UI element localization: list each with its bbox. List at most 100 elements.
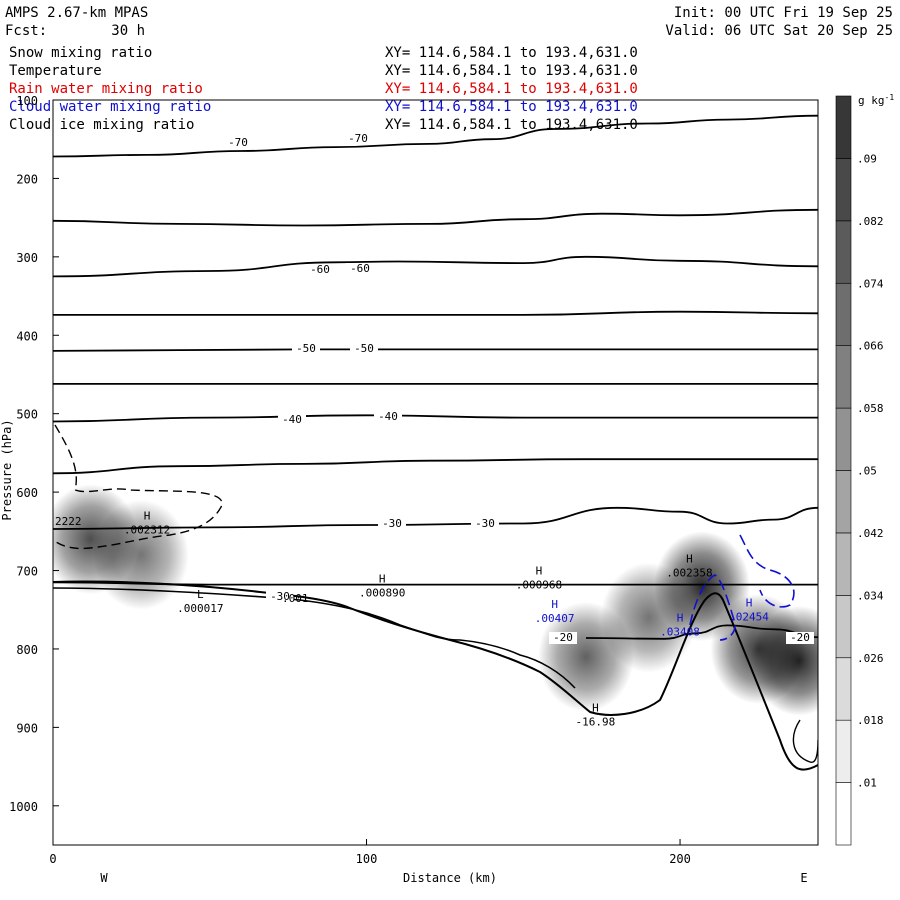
extremum-symbol: H: [551, 598, 558, 611]
model-title: AMPS 2.67-km MPAS: [5, 5, 148, 21]
temperature-contours: [53, 114, 818, 640]
colorbar-segment: [835, 345, 852, 409]
cloud-water-contour: [689, 534, 795, 641]
contour-value-labels: -70 -70 -60 -60 -50 -50 -40 -40 -30 -30 -30 -20 -20: [224, 132, 814, 644]
contour-label: -20: [790, 631, 810, 644]
colorbar-unit: g kg-1: [858, 93, 894, 107]
extremum-symbol: L: [197, 588, 204, 601]
y-tick-label: 100: [16, 94, 38, 108]
y-tick-label: 200: [16, 172, 38, 186]
extremum-value: .000017: [177, 602, 223, 615]
temperature-contour: [53, 414, 818, 423]
contour-label: -60: [350, 262, 370, 275]
colorbar-level-label: .018: [857, 714, 884, 727]
y-tick-label: 900: [16, 721, 38, 735]
x-axis-label: Distance (km): [403, 871, 497, 885]
x-end-label-west: W: [100, 871, 108, 885]
field-xy: XY= 114.6,584.1 to 193.4,631.0: [385, 45, 638, 61]
y-axis: 100 200 300 400 500 600 700 800 900 1000: [9, 94, 59, 814]
colorbar-segment: [835, 782, 852, 846]
colorbar-level-label: .058: [857, 402, 884, 415]
extra-label-001: .001: [282, 592, 309, 605]
mixing-ratio-shading: [53, 484, 818, 716]
contour-label-bg: [224, 137, 252, 149]
contour-label-bg: [346, 263, 374, 275]
colorbar-level-label: .082: [857, 215, 884, 228]
y-tick-label: 800: [16, 643, 38, 657]
temperature-contour: [53, 114, 818, 158]
colorbar: .01 .018 .026 .034 .042 .05 .058 .066 .074 .082 .0…: [835, 95, 884, 846]
extremum-symbol: H: [592, 702, 599, 715]
extremum-symbol: H: [536, 564, 543, 577]
colorbar-segment: [835, 220, 852, 284]
colorbar-segment: [835, 158, 852, 222]
colorbar-level-label: .074: [857, 277, 884, 290]
field-name: Cloud water mixing ratio: [9, 99, 211, 115]
init-time: Init: 00 UTC Fri 19 Sep 25: [674, 5, 893, 21]
contour-label: -30: [270, 590, 290, 603]
forecast-label: Fcst:: [5, 23, 47, 39]
contour-label-bg: [471, 518, 499, 530]
extremum-value: .002358: [666, 567, 712, 580]
y-tick-label: 600: [16, 486, 38, 500]
x-tick-label: 200: [669, 852, 691, 866]
field-name: Snow mixing ratio: [9, 45, 152, 61]
extremum-value: -16.98: [576, 716, 616, 729]
extremum-value: .00407: [535, 612, 575, 625]
contour-label: -70: [348, 132, 368, 145]
colorbar-level-label: .042: [857, 527, 884, 540]
extremum-symbol: H: [677, 612, 684, 625]
extremum-value: .002312: [124, 524, 170, 537]
colorbar-segment: [835, 532, 852, 596]
field-name: Cloud ice mixing ratio: [9, 117, 194, 133]
valid-time: Valid: 06 UTC Sat 20 Sep 25: [665, 23, 893, 39]
contour-label-bg: [278, 414, 306, 426]
temperature-contour: [53, 310, 818, 316]
contour-label: -50: [354, 342, 374, 355]
field-xy: XY= 114.6,584.1 to 193.4,631.0: [385, 99, 638, 115]
extrema-labels: H.002312L.000017H.000890H.000968H.002358…: [124, 510, 769, 729]
x-end-label-east: E: [800, 871, 807, 885]
colorbar-segment: [835, 407, 852, 471]
colorbar-level-label: .01: [857, 777, 877, 790]
temperature-contour: [53, 458, 818, 475]
temperature-contour: [585, 624, 818, 640]
colorbar-level-label: .026: [857, 652, 884, 665]
colorbar-level-label: .09: [857, 152, 877, 165]
y-axis-label: Pressure (hPa): [0, 419, 14, 520]
field-xy: XY= 114.6,584.1 to 193.4,631.0: [385, 81, 638, 97]
contour-label: -30: [475, 517, 495, 530]
contour-label-bg: [306, 264, 334, 276]
contour-label-bg: [344, 133, 372, 145]
extremum-value: .000968: [516, 578, 562, 591]
extremum-symbol: H: [746, 597, 753, 610]
colorbar-segment: [835, 470, 852, 534]
contour-label-bg: [266, 591, 294, 603]
forecast-hours: 30 h: [111, 23, 145, 39]
contour-label: -30: [382, 517, 402, 530]
terrain-outline: [53, 587, 576, 689]
snow-dashed-contour: [53, 424, 223, 550]
y-tick-label: 300: [16, 251, 38, 265]
shaded-region: [92, 499, 189, 610]
temperature-contour: [53, 348, 818, 352]
colorbar-level-label: .05: [857, 465, 877, 478]
contour-label-bg: [292, 343, 320, 355]
colorbar-segment: [835, 95, 852, 159]
contour-label: -40: [378, 410, 398, 423]
x-tick-label: 100: [356, 852, 378, 866]
colorbar-segment: [835, 719, 852, 783]
y-tick-label: 700: [16, 565, 38, 579]
contour-label-bg: [549, 632, 577, 644]
colorbar-level-label: .066: [857, 340, 884, 353]
extremum-value: .03408: [660, 626, 700, 639]
field-legend: Snow mixing ratio XY= 114.6,584.1 to 193.…: [9, 45, 638, 133]
extremum-symbol: H: [379, 572, 386, 585]
x-axis: 0 100 200: [49, 839, 691, 866]
y-tick-label: 1000: [9, 800, 38, 814]
field-name: Rain water mixing ratio: [9, 81, 203, 97]
colorbar-segment: [835, 282, 852, 346]
colorbar-level-label: .034: [857, 589, 884, 602]
plot-frame: [52, 99, 819, 846]
